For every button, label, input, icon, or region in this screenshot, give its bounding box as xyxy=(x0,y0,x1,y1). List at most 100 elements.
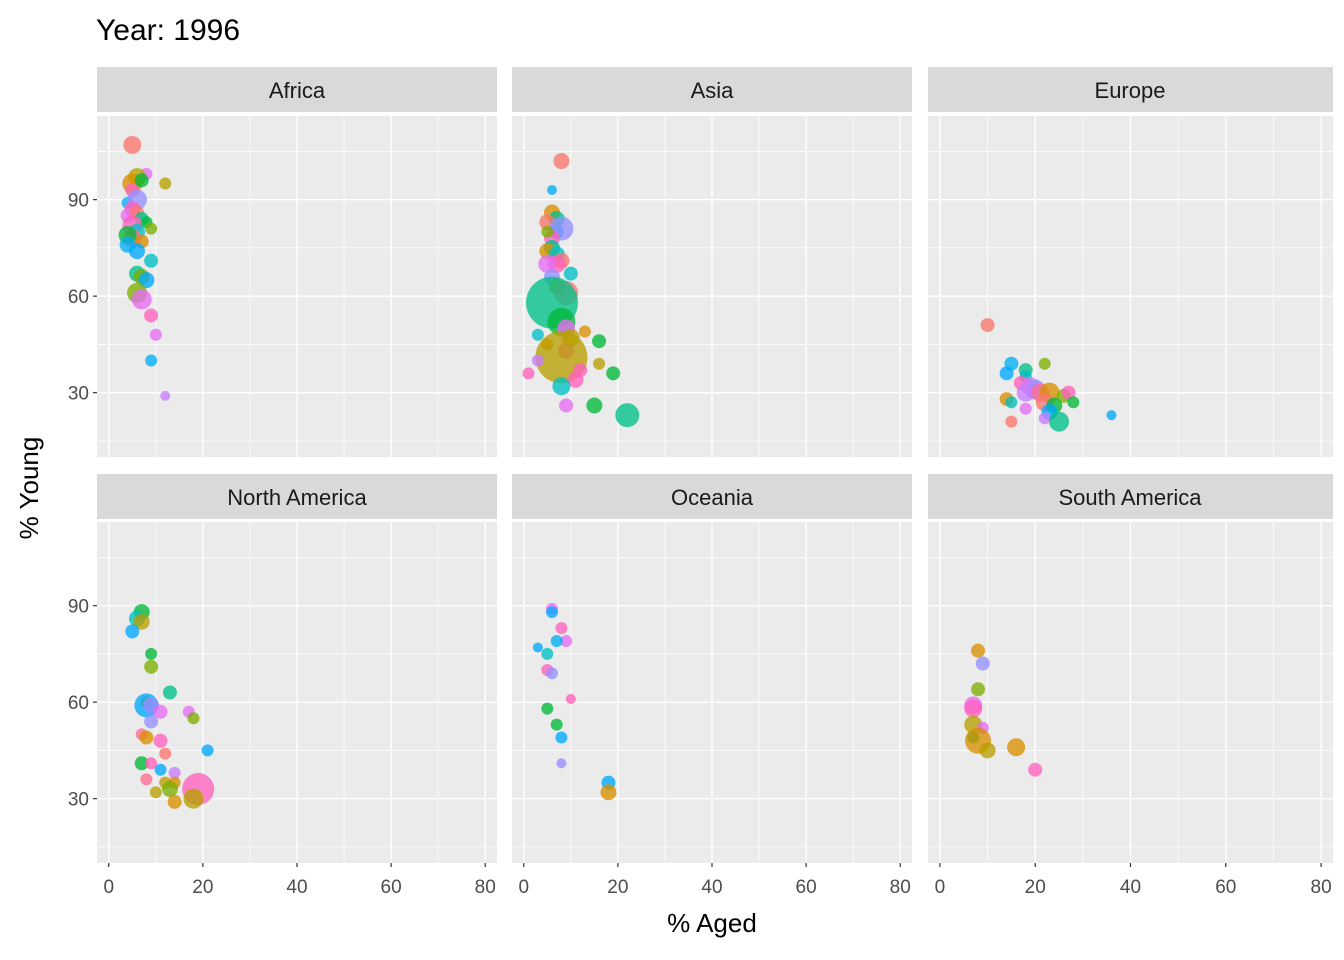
data-point xyxy=(565,693,576,704)
data-point xyxy=(563,266,578,281)
data-point xyxy=(1061,385,1076,400)
data-point xyxy=(154,763,167,776)
data-point xyxy=(975,656,990,671)
data-point xyxy=(145,222,158,235)
data-point xyxy=(547,184,557,195)
x-tick-label: 80 xyxy=(1311,877,1332,898)
data-point xyxy=(971,643,986,658)
data-point xyxy=(593,357,606,370)
data-point xyxy=(123,135,142,154)
panel-south-america-label: South America xyxy=(1058,485,1202,510)
data-point xyxy=(1038,412,1051,425)
data-point xyxy=(600,784,617,801)
panel-north-america-points xyxy=(125,604,215,809)
data-point xyxy=(139,730,154,745)
data-point xyxy=(1106,410,1117,421)
panel-europe-grid xyxy=(928,116,1333,457)
y-axes: 30 60 90 30 60 90 xyxy=(68,191,97,811)
data-point xyxy=(162,685,177,700)
panel-south-america-strip xyxy=(928,474,1333,519)
panel-north-america: North America xyxy=(97,474,497,863)
x-tick-label: 20 xyxy=(607,877,628,898)
panel-europe-strip xyxy=(928,67,1333,112)
data-point xyxy=(144,308,159,323)
data-point xyxy=(971,682,986,697)
data-point xyxy=(129,243,145,260)
x-tick-label: 0 xyxy=(518,877,529,898)
panel-south-america-points xyxy=(964,643,1043,777)
data-point xyxy=(1038,357,1051,370)
panel-africa: Africa xyxy=(97,67,497,457)
data-point xyxy=(541,647,554,660)
data-point xyxy=(160,390,171,401)
data-point xyxy=(131,289,152,310)
panel-europe-points xyxy=(980,318,1117,432)
data-point xyxy=(134,756,149,771)
panel-oceania-grid xyxy=(512,522,912,863)
data-point xyxy=(553,153,570,170)
data-point xyxy=(161,781,178,798)
data-point xyxy=(159,177,172,190)
panel-south-america-grid xyxy=(928,522,1333,863)
data-point xyxy=(125,624,140,639)
data-point xyxy=(592,334,607,349)
panel-asia-label: Asia xyxy=(691,78,735,103)
x-tick-label: 20 xyxy=(192,877,213,898)
y-tick-label: 60 xyxy=(68,287,89,308)
data-point xyxy=(559,398,574,413)
data-point xyxy=(586,397,603,414)
data-point xyxy=(144,714,159,729)
data-point xyxy=(980,318,995,333)
data-point xyxy=(522,367,535,380)
data-point xyxy=(964,699,983,718)
data-point xyxy=(134,173,149,188)
x-tick-label: 0 xyxy=(935,877,946,898)
data-point xyxy=(133,613,150,630)
data-point xyxy=(145,647,158,660)
data-point xyxy=(145,757,158,770)
panel-asia-grid xyxy=(512,116,912,457)
panel-asia-strip xyxy=(512,67,912,112)
data-point xyxy=(556,758,567,769)
data-point xyxy=(168,766,181,779)
data-point xyxy=(149,328,162,341)
y-tick-label: 30 xyxy=(68,790,89,811)
data-point xyxy=(532,642,543,653)
data-point xyxy=(531,328,544,341)
panel-africa-grid xyxy=(97,116,497,457)
data-point xyxy=(550,635,563,648)
panel-africa-label: Africa xyxy=(269,78,326,103)
data-point xyxy=(560,635,573,648)
data-point xyxy=(546,667,558,680)
data-point xyxy=(541,702,554,715)
panel-oceania-points xyxy=(532,602,617,801)
data-point xyxy=(1019,402,1032,415)
data-point xyxy=(144,253,159,268)
x-tick-label: 80 xyxy=(890,877,911,898)
x-tick-label: 20 xyxy=(1025,877,1046,898)
y-tick-label: 90 xyxy=(68,597,89,618)
x-tick-label: 40 xyxy=(286,877,307,898)
x-tick-label: 80 xyxy=(475,877,496,898)
data-point xyxy=(1016,383,1035,402)
x-tick-label: 40 xyxy=(1120,877,1141,898)
panel-asia: Asia xyxy=(512,67,912,457)
x-tick-label: 60 xyxy=(1215,877,1236,898)
panel-africa-points xyxy=(118,135,172,401)
panel-europe: Europe xyxy=(928,67,1333,457)
data-point xyxy=(149,786,162,799)
data-point xyxy=(159,747,172,760)
data-point xyxy=(1028,762,1043,777)
data-point xyxy=(615,403,640,428)
data-point xyxy=(541,225,554,238)
data-point xyxy=(531,354,544,367)
x-tick-label: 40 xyxy=(701,877,722,898)
data-point xyxy=(979,742,996,759)
panel-europe-label: Europe xyxy=(1095,78,1166,103)
data-point xyxy=(187,712,200,725)
panel-north-america-grid xyxy=(97,522,497,863)
data-point xyxy=(201,744,214,757)
panel-south-america: South America xyxy=(928,474,1333,863)
panel-africa-strip xyxy=(97,67,497,112)
